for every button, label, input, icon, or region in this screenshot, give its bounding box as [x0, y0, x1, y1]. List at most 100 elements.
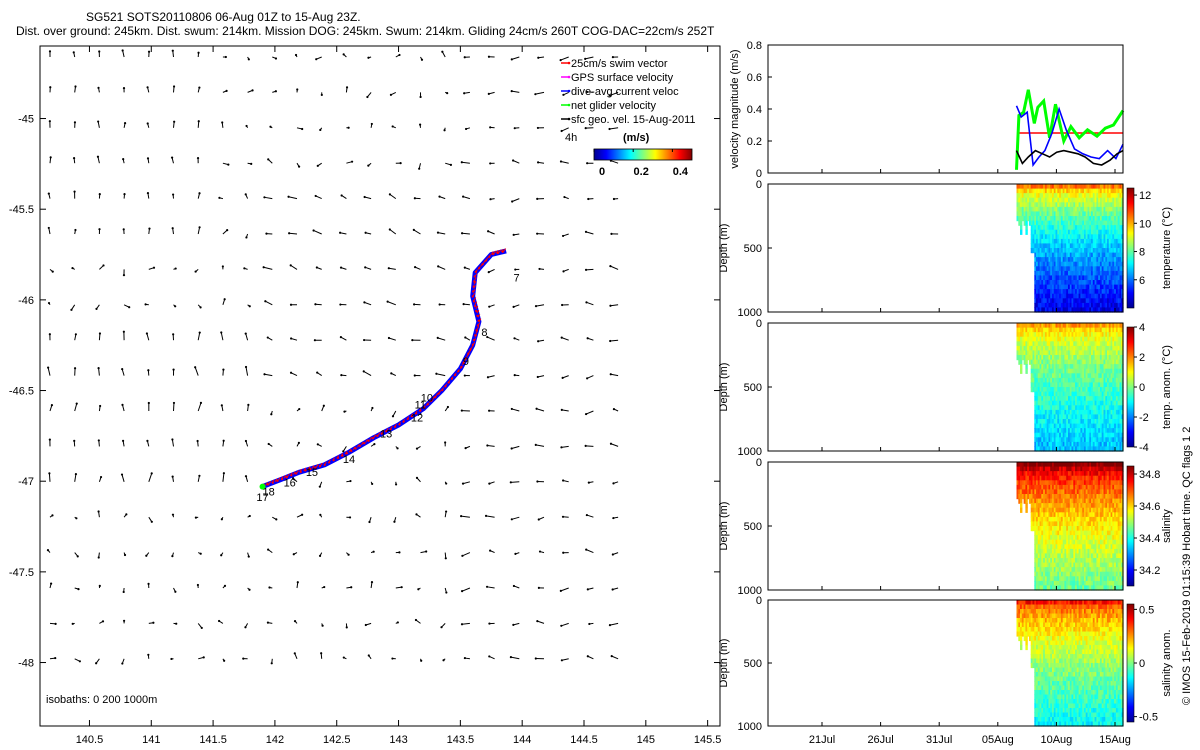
section-cell: [1060, 323, 1064, 329]
section-cell: [1073, 530, 1076, 536]
section-cell: [1091, 184, 1094, 190]
section-cell: [1046, 225, 1050, 231]
section-cell: [1069, 562, 1073, 568]
section-cell: [1044, 377, 1048, 384]
section-cell: [1060, 193, 1064, 199]
section-cell: [1092, 391, 1096, 397]
section-cell: [1078, 400, 1081, 406]
section-cell: [1053, 275, 1057, 281]
current-arrow: [47, 366, 51, 376]
section-cell: [1112, 257, 1115, 263]
section-cell: [1108, 373, 1112, 379]
swim-vector-tick: [503, 248, 507, 252]
section-cell: [1053, 252, 1057, 258]
section-cell: [1099, 480, 1103, 486]
section-cell: [1025, 507, 1028, 513]
section-cell: [1043, 350, 1046, 356]
current-arrow: [436, 231, 446, 235]
section-cell: [1082, 229, 1085, 235]
section-cell: [1069, 275, 1073, 281]
section-cell: [1101, 423, 1105, 429]
section-cell: [1020, 202, 1023, 208]
section-cell: [1034, 234, 1037, 240]
section-cell: [1050, 409, 1053, 416]
current-arrow: [561, 479, 569, 483]
section-cell: [1050, 336, 1053, 342]
day-label: 7: [514, 273, 520, 285]
section-cell: [1091, 405, 1094, 411]
section-cell: [1062, 462, 1066, 468]
section-cell: [1059, 409, 1062, 416]
swim-vector-tick: [268, 480, 272, 485]
section-cell: [1078, 257, 1081, 263]
section-cell: [1105, 507, 1108, 513]
section-cell: [1084, 576, 1087, 582]
section-cell: [1055, 184, 1058, 190]
swim-vector-tick: [369, 436, 373, 441]
section-cell: [1101, 446, 1105, 452]
section-cell: [1115, 234, 1119, 240]
section-cell: [1057, 350, 1060, 356]
swim-vector-tick: [476, 326, 480, 330]
section-cell: [1044, 405, 1048, 411]
current-arrow: [395, 53, 401, 58]
section-cell: [1096, 462, 1099, 468]
section-cell: [1062, 571, 1066, 577]
section-cell: [1087, 327, 1090, 333]
section-cell: [1073, 512, 1076, 518]
section-cell: [1098, 414, 1101, 420]
section-cell: [1101, 206, 1105, 213]
section-cell: [1080, 437, 1083, 443]
section-cell: [1115, 307, 1119, 313]
section-cell: [1114, 188, 1117, 194]
section-cell: [1044, 373, 1048, 379]
section-cell: [1076, 530, 1080, 536]
panel-colorbar-tick-label: 4: [1139, 322, 1145, 334]
map-y-tick-label: -45: [18, 114, 34, 126]
section-cell: [1089, 530, 1092, 536]
section-cell: [1052, 261, 1055, 267]
section-cell: [1066, 553, 1069, 559]
section-cell: [1028, 462, 1032, 468]
section-cell: [1121, 405, 1124, 411]
section-cell: [1092, 234, 1096, 240]
section-cell: [1101, 266, 1105, 272]
section-cell: [1039, 516, 1042, 523]
section-cell: [1044, 489, 1048, 495]
section-cell: [1087, 302, 1090, 309]
section-cell: [1060, 526, 1064, 532]
panel-colorbar-tick-label: -2: [1139, 412, 1149, 424]
section-cell: [1117, 238, 1121, 245]
section-cell: [1044, 216, 1048, 222]
section-cell: [1110, 289, 1113, 295]
section-cell: [1073, 359, 1076, 365]
section-cell: [1071, 188, 1074, 194]
current-arrow: [173, 304, 177, 308]
section-cell: [1060, 368, 1064, 374]
section-cell: [1075, 512, 1078, 518]
section-cell: [1066, 471, 1069, 477]
swim-vector-tick: [438, 390, 442, 394]
section-cell: [1055, 220, 1058, 226]
current-arrow: [364, 266, 372, 270]
section-cell: [1103, 307, 1106, 313]
section-cell: [1084, 484, 1087, 491]
current-arrow: [463, 374, 470, 377]
section-cell: [1043, 507, 1046, 513]
section-cell: [1107, 225, 1110, 231]
section-cell: [1114, 266, 1117, 272]
current-arrow: [445, 91, 449, 95]
section-cell: [1043, 229, 1046, 235]
current-arrow: [173, 267, 177, 270]
section-cell: [1085, 576, 1089, 582]
section-cell: [1087, 580, 1090, 587]
section-cell: [1036, 512, 1039, 518]
section-cell: [1034, 238, 1037, 245]
section-cell: [1096, 567, 1099, 573]
section-cell: [1048, 336, 1051, 342]
section-cell: [1087, 437, 1090, 443]
section-cell: [1087, 503, 1090, 509]
section-cell: [1036, 202, 1039, 208]
section-cell: [1062, 266, 1066, 272]
section-cell: [1094, 484, 1097, 491]
